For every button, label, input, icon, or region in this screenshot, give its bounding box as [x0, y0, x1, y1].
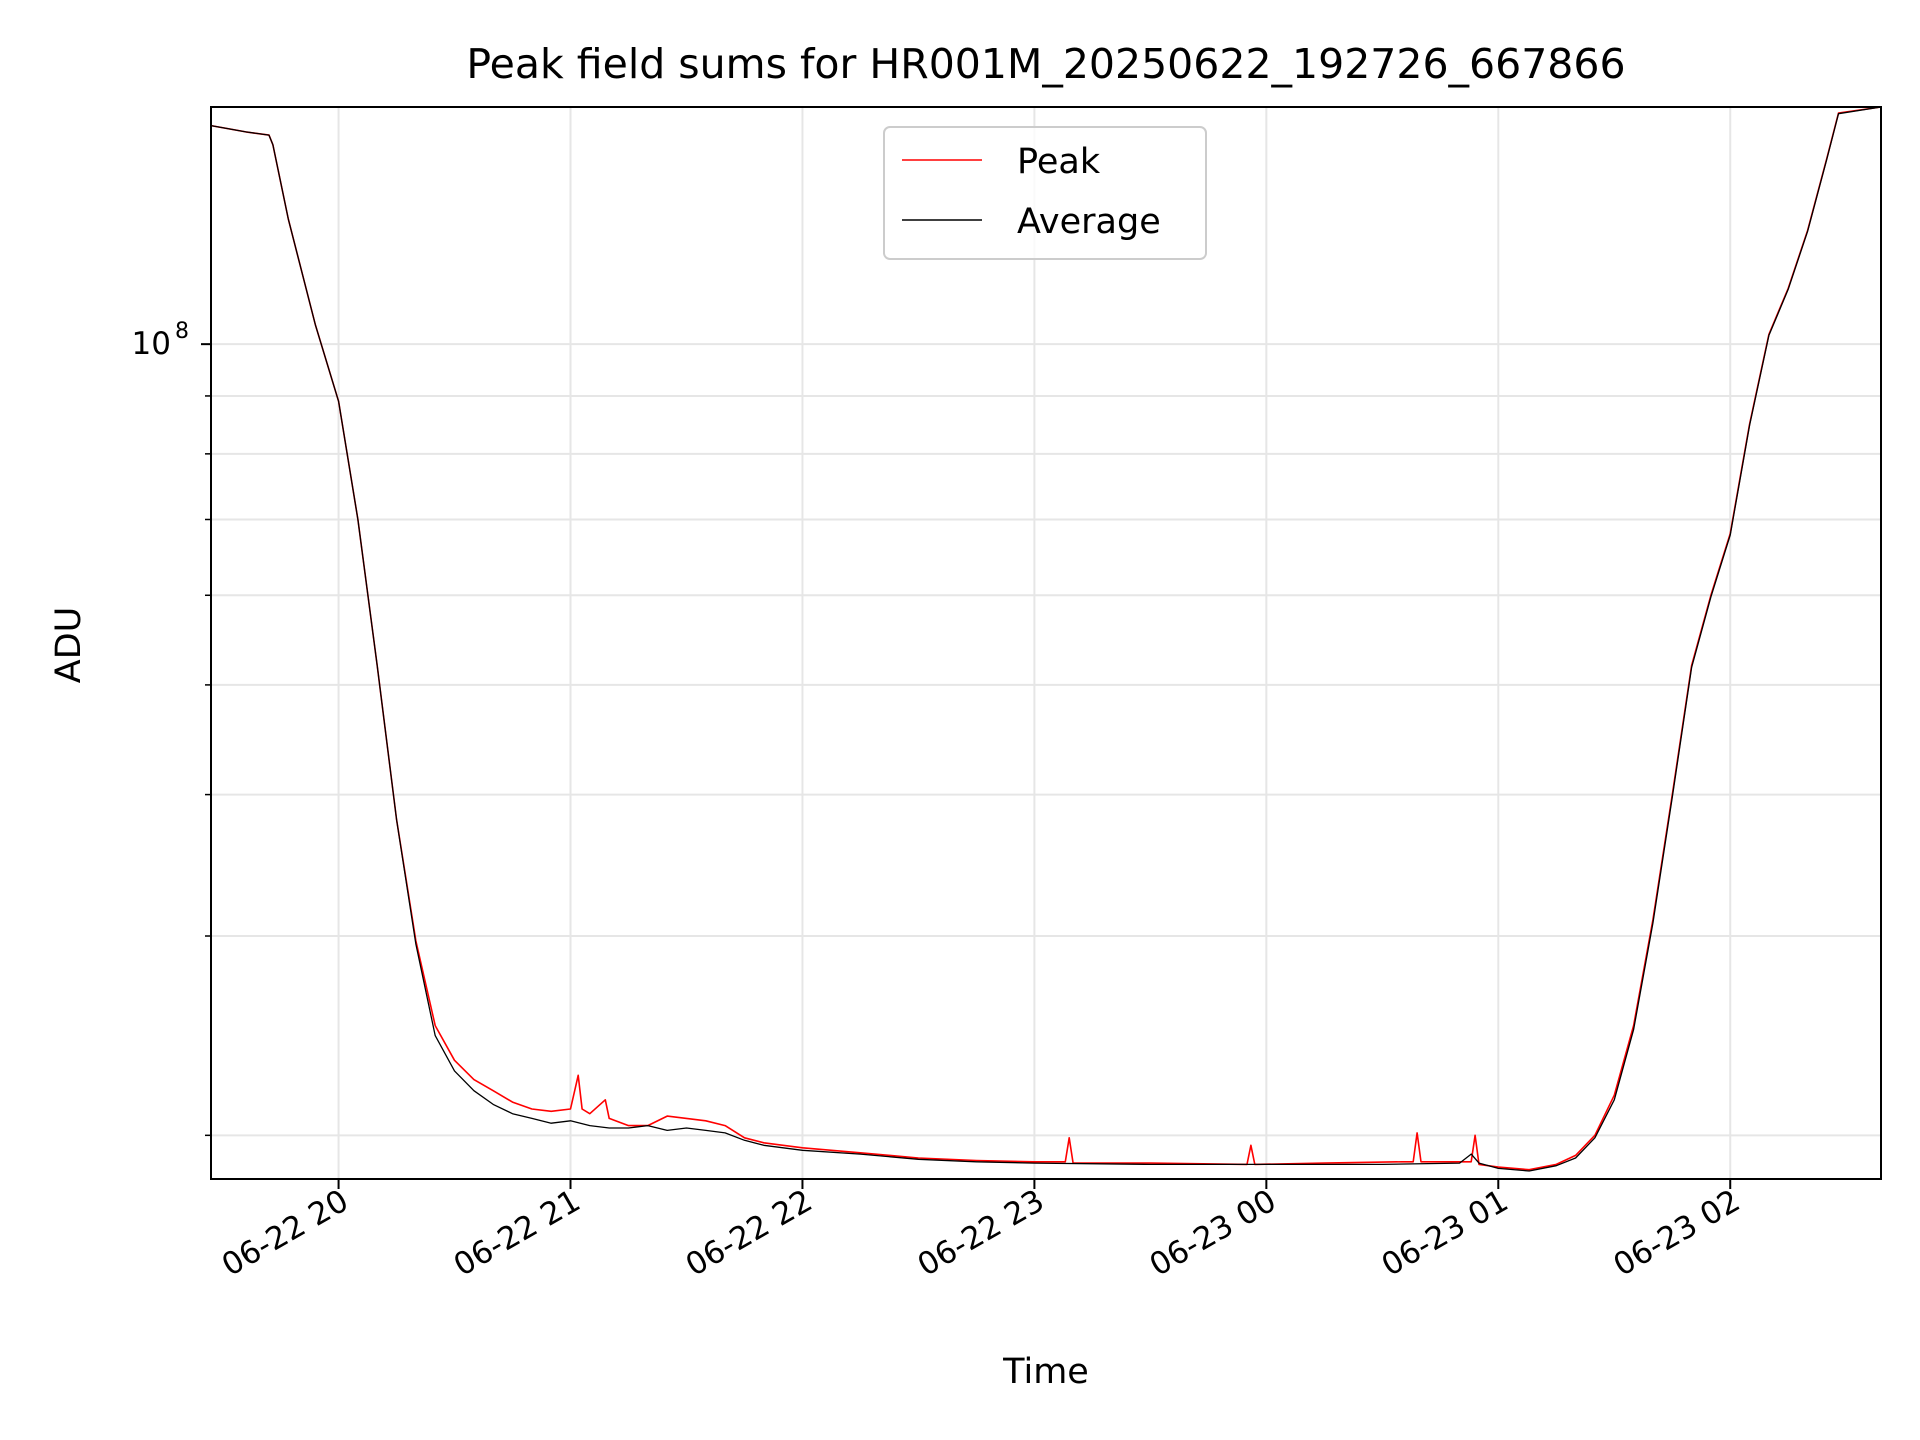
legend-label-peak: Peak — [1017, 142, 1101, 182]
y-tick-label: 10 — [132, 326, 171, 362]
series-line-peak — [210, 106, 1882, 1171]
chart-title: Peak field sums for HR001M_20250622_1927… — [466, 40, 1625, 88]
y-tick-exponent: 8 — [175, 319, 189, 344]
x-axis-label: Time — [1002, 1352, 1089, 1392]
y-axis-label: ADU — [49, 607, 89, 684]
y-axis: 10 8 — [132, 319, 211, 1137]
legend: Peak Average — [883, 126, 1207, 260]
plot-area — [210, 106, 1882, 1172]
series-line-average — [210, 106, 1882, 1172]
axes-frame — [210, 106, 1882, 1180]
legend-label-average: Average — [1017, 202, 1161, 242]
grid — [211, 107, 1881, 1179]
